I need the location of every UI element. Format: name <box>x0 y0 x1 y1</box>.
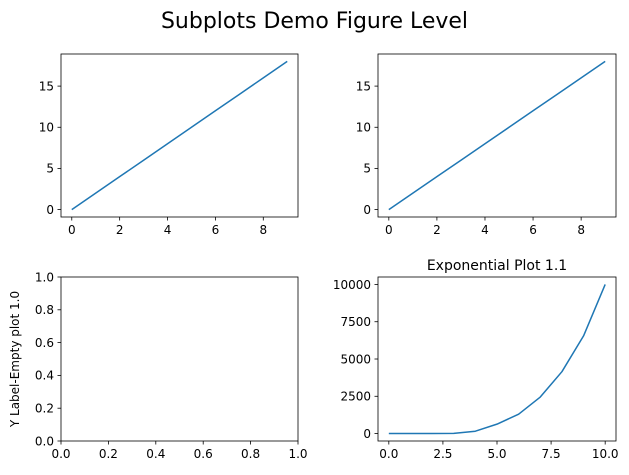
x-tick-label: 7.5 <box>542 447 561 461</box>
subplot-4: 0.0 2.5 5.0 7.5 10.0 0 2500 5000 7500 10000 Expone… <box>333 258 619 461</box>
x-tick-label: 8 <box>577 223 585 237</box>
series-line-1-1 <box>71 60 288 211</box>
y-tick-label: 5 <box>363 162 371 176</box>
y-tick-label: 0.6 <box>35 336 54 350</box>
y-tick-label: 15 <box>356 79 371 93</box>
x-tick-label: 2 <box>433 223 441 237</box>
x-tick-label: 4 <box>481 223 489 237</box>
y-tick-label: 0.4 <box>35 369 54 383</box>
y-tick-label: 0.8 <box>35 303 54 317</box>
series-line-2-1 <box>388 60 606 211</box>
x-tick-label: 0.2 <box>99 447 118 461</box>
x-tick-label: 1.0 <box>288 447 307 461</box>
x-tick-label: 8 <box>259 223 267 237</box>
x-tick-label: 4 <box>164 223 172 237</box>
x-tick-label: 6 <box>529 223 537 237</box>
axes-frame <box>60 276 299 442</box>
x-tick-label: 0.8 <box>241 447 260 461</box>
y-tick-label: 5 <box>46 162 54 176</box>
y-tick-label: 10 <box>39 121 54 135</box>
y-tick-label: 10 <box>356 121 371 135</box>
figure-suptitle: Subplots Demo Figure Level <box>161 9 468 34</box>
axes-container: 0 2 4 6 8 0 5 10 15 0 2 4 6 8 0 5 10 15 0.0 0.2 0.4 0.6 0.8 1.0… <box>8 53 619 461</box>
y-tick-label: 2500 <box>340 390 371 404</box>
series-line-4-1 <box>388 284 606 435</box>
x-tick-label: 10.0 <box>592 447 619 461</box>
x-tick-label: 0 <box>68 223 76 237</box>
subplot-1: 0 2 4 6 8 0 5 10 15 <box>39 53 299 237</box>
subplot-3: 0.0 0.2 0.4 0.6 0.8 1.0 0.0 0.2 0.4 0.6 0.8 1.0 Y La… <box>8 270 308 461</box>
x-tick-label: 2 <box>116 223 124 237</box>
x-tick-label: 0.0 <box>51 447 70 461</box>
axes-frame <box>60 53 299 218</box>
x-tick-label: 0 <box>385 223 393 237</box>
subplot-2: 0 2 4 6 8 0 5 10 15 <box>356 53 617 237</box>
x-tick-label: 2.5 <box>433 447 452 461</box>
y-tick-label: 15 <box>39 79 54 93</box>
x-tick-label: 0.0 <box>379 447 398 461</box>
x-tick-label: 6 <box>212 223 220 237</box>
x-tick-label: 5.0 <box>487 447 506 461</box>
y-tick-label: 7500 <box>340 315 371 329</box>
y-axis-label: Y Label-Empty plot 1.0 <box>8 291 22 428</box>
y-tick-label: 0.2 <box>35 402 54 416</box>
axes-title: Exponential Plot 1.1 <box>427 258 567 274</box>
x-tick-label: 0.6 <box>194 447 213 461</box>
y-tick-label: 0 <box>363 427 371 441</box>
y-tick-label: 10000 <box>333 278 371 292</box>
y-tick-label: 0.0 <box>35 434 54 448</box>
y-tick-label: 0 <box>46 203 54 217</box>
axes-frame <box>377 53 617 218</box>
y-tick-label: 1.0 <box>35 270 54 284</box>
y-tick-label: 5000 <box>340 352 371 366</box>
x-tick-label: 0.4 <box>146 447 165 461</box>
y-tick-label: 0 <box>363 203 371 217</box>
